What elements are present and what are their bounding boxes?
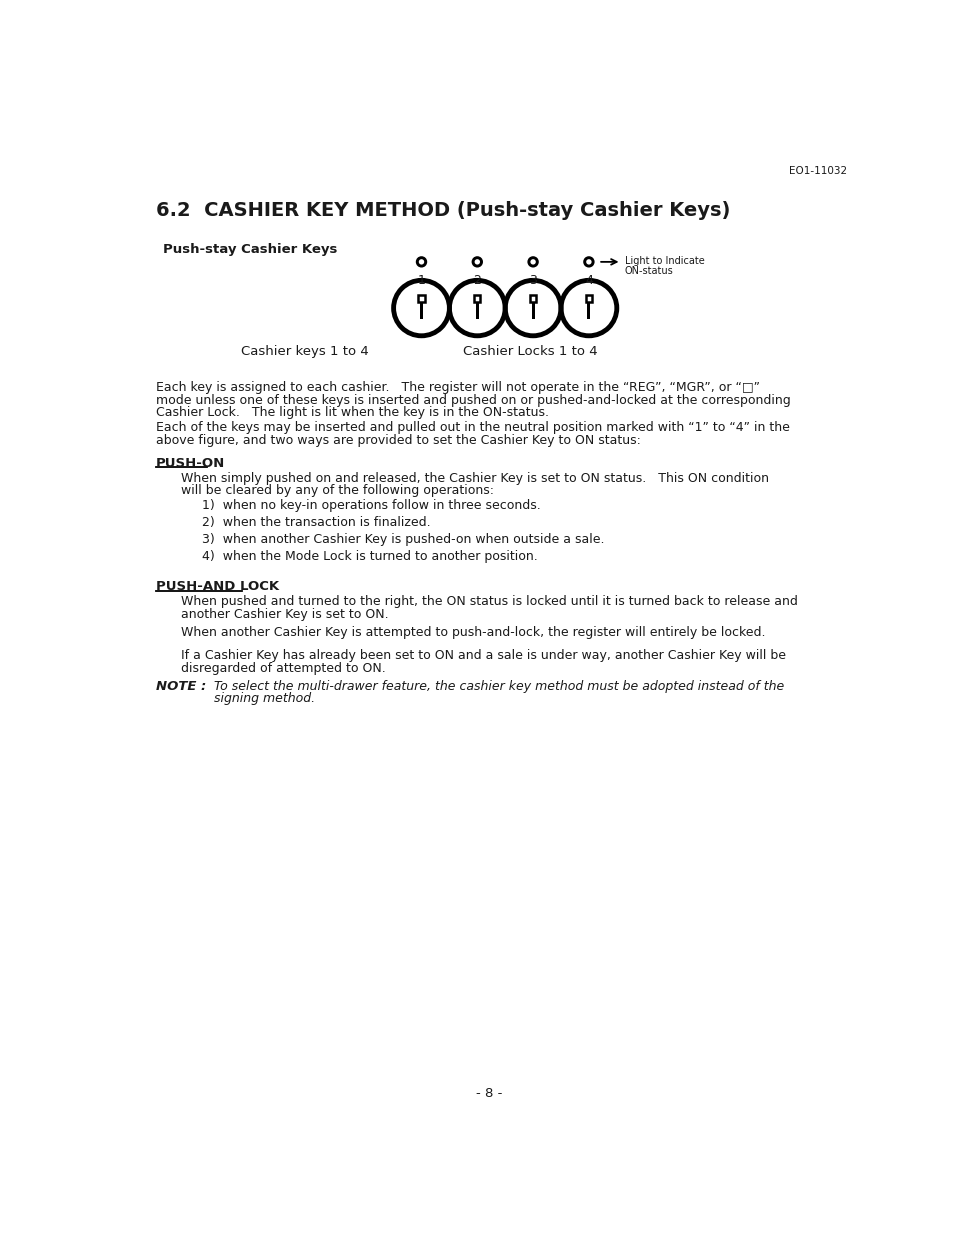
Text: Cashier Locks 1 to 4: Cashier Locks 1 to 4: [462, 344, 597, 358]
Circle shape: [474, 259, 479, 265]
Bar: [530, 295, 536, 302]
Text: Each of the keys may be inserted and pulled out in the neutral position marked w: Each of the keys may be inserted and pul…: [155, 421, 789, 434]
Text: PUSH-AND LOCK: PUSH-AND LOCK: [155, 580, 278, 593]
Circle shape: [418, 259, 424, 265]
Circle shape: [530, 259, 536, 265]
Text: 3: 3: [529, 274, 537, 287]
Bar: [476, 302, 478, 318]
Text: 6.2  CASHIER KEY METHOD (Push-stay Cashier Keys): 6.2 CASHIER KEY METHOD (Push-stay Cashie…: [156, 201, 730, 221]
Bar: [585, 295, 592, 302]
Text: When another Cashier Key is attempted to push-and-lock, the register will entire: When another Cashier Key is attempted to…: [181, 626, 765, 639]
Text: If a Cashier Key has already been set to ON and a sale is under way, another Cas: If a Cashier Key has already been set to…: [181, 649, 785, 662]
Text: signing method.: signing method.: [213, 693, 314, 705]
Text: disregarded of attempted to ON.: disregarded of attempted to ON.: [181, 662, 386, 674]
Text: another Cashier Key is set to ON.: another Cashier Key is set to ON.: [181, 607, 389, 621]
Text: ON-status: ON-status: [624, 266, 673, 276]
Circle shape: [416, 258, 426, 266]
Text: will be cleared by any of the following operations:: will be cleared by any of the following …: [181, 484, 494, 497]
Bar: [474, 295, 480, 302]
Text: Light to Indicate: Light to Indicate: [624, 256, 703, 266]
Text: above figure, and two ways are provided to set the Cashier Key to ON status:: above figure, and two ways are provided …: [155, 434, 639, 446]
Text: Each key is assigned to each cashier.   The register will not operate in the “RE: Each key is assigned to each cashier. Th…: [155, 382, 759, 394]
Text: Cashier keys 1 to 4: Cashier keys 1 to 4: [241, 344, 369, 358]
Text: When pushed and turned to the right, the ON status is locked until it is turned : When pushed and turned to the right, the…: [181, 595, 798, 608]
Text: mode unless one of these keys is inserted and pushed on or pushed-and-locked at : mode unless one of these keys is inserte…: [155, 394, 790, 406]
Bar: [419, 302, 422, 318]
Text: 1)  when no key-in operations follow in three seconds.: 1) when no key-in operations follow in t…: [202, 499, 540, 512]
Text: Push-stay Cashier Keys: Push-stay Cashier Keys: [163, 243, 337, 255]
Text: EO1-11032: EO1-11032: [788, 166, 846, 176]
Text: 2: 2: [473, 274, 480, 287]
Text: 1: 1: [417, 274, 425, 287]
Circle shape: [472, 258, 481, 266]
Bar: [418, 295, 424, 302]
Circle shape: [528, 258, 537, 266]
Text: Cashier Lock.   The light is lit when the key is in the ON-status.: Cashier Lock. The light is lit when the …: [155, 406, 548, 419]
Text: 2)  when the transaction is finalized.: 2) when the transaction is finalized.: [202, 515, 431, 529]
Text: To select the multi-drawer feature, the cashier key method must be adopted inste: To select the multi-drawer feature, the …: [213, 680, 783, 693]
Bar: [587, 302, 590, 318]
Text: NOTE :: NOTE :: [155, 680, 206, 693]
Circle shape: [585, 259, 591, 265]
Text: 4)  when the Mode Lock is turned to another position.: 4) when the Mode Lock is turned to anoth…: [202, 550, 537, 563]
Text: When simply pushed on and released, the Cashier Key is set to ON status.   This : When simply pushed on and released, the …: [181, 472, 768, 486]
Text: 4: 4: [584, 274, 592, 287]
Text: 3)  when another Cashier Key is pushed-on when outside a sale.: 3) when another Cashier Key is pushed-on…: [202, 533, 604, 546]
Text: PUSH-ON: PUSH-ON: [155, 457, 225, 470]
Bar: [531, 302, 534, 318]
Text: - 8 -: - 8 -: [476, 1087, 501, 1099]
Circle shape: [583, 258, 593, 266]
